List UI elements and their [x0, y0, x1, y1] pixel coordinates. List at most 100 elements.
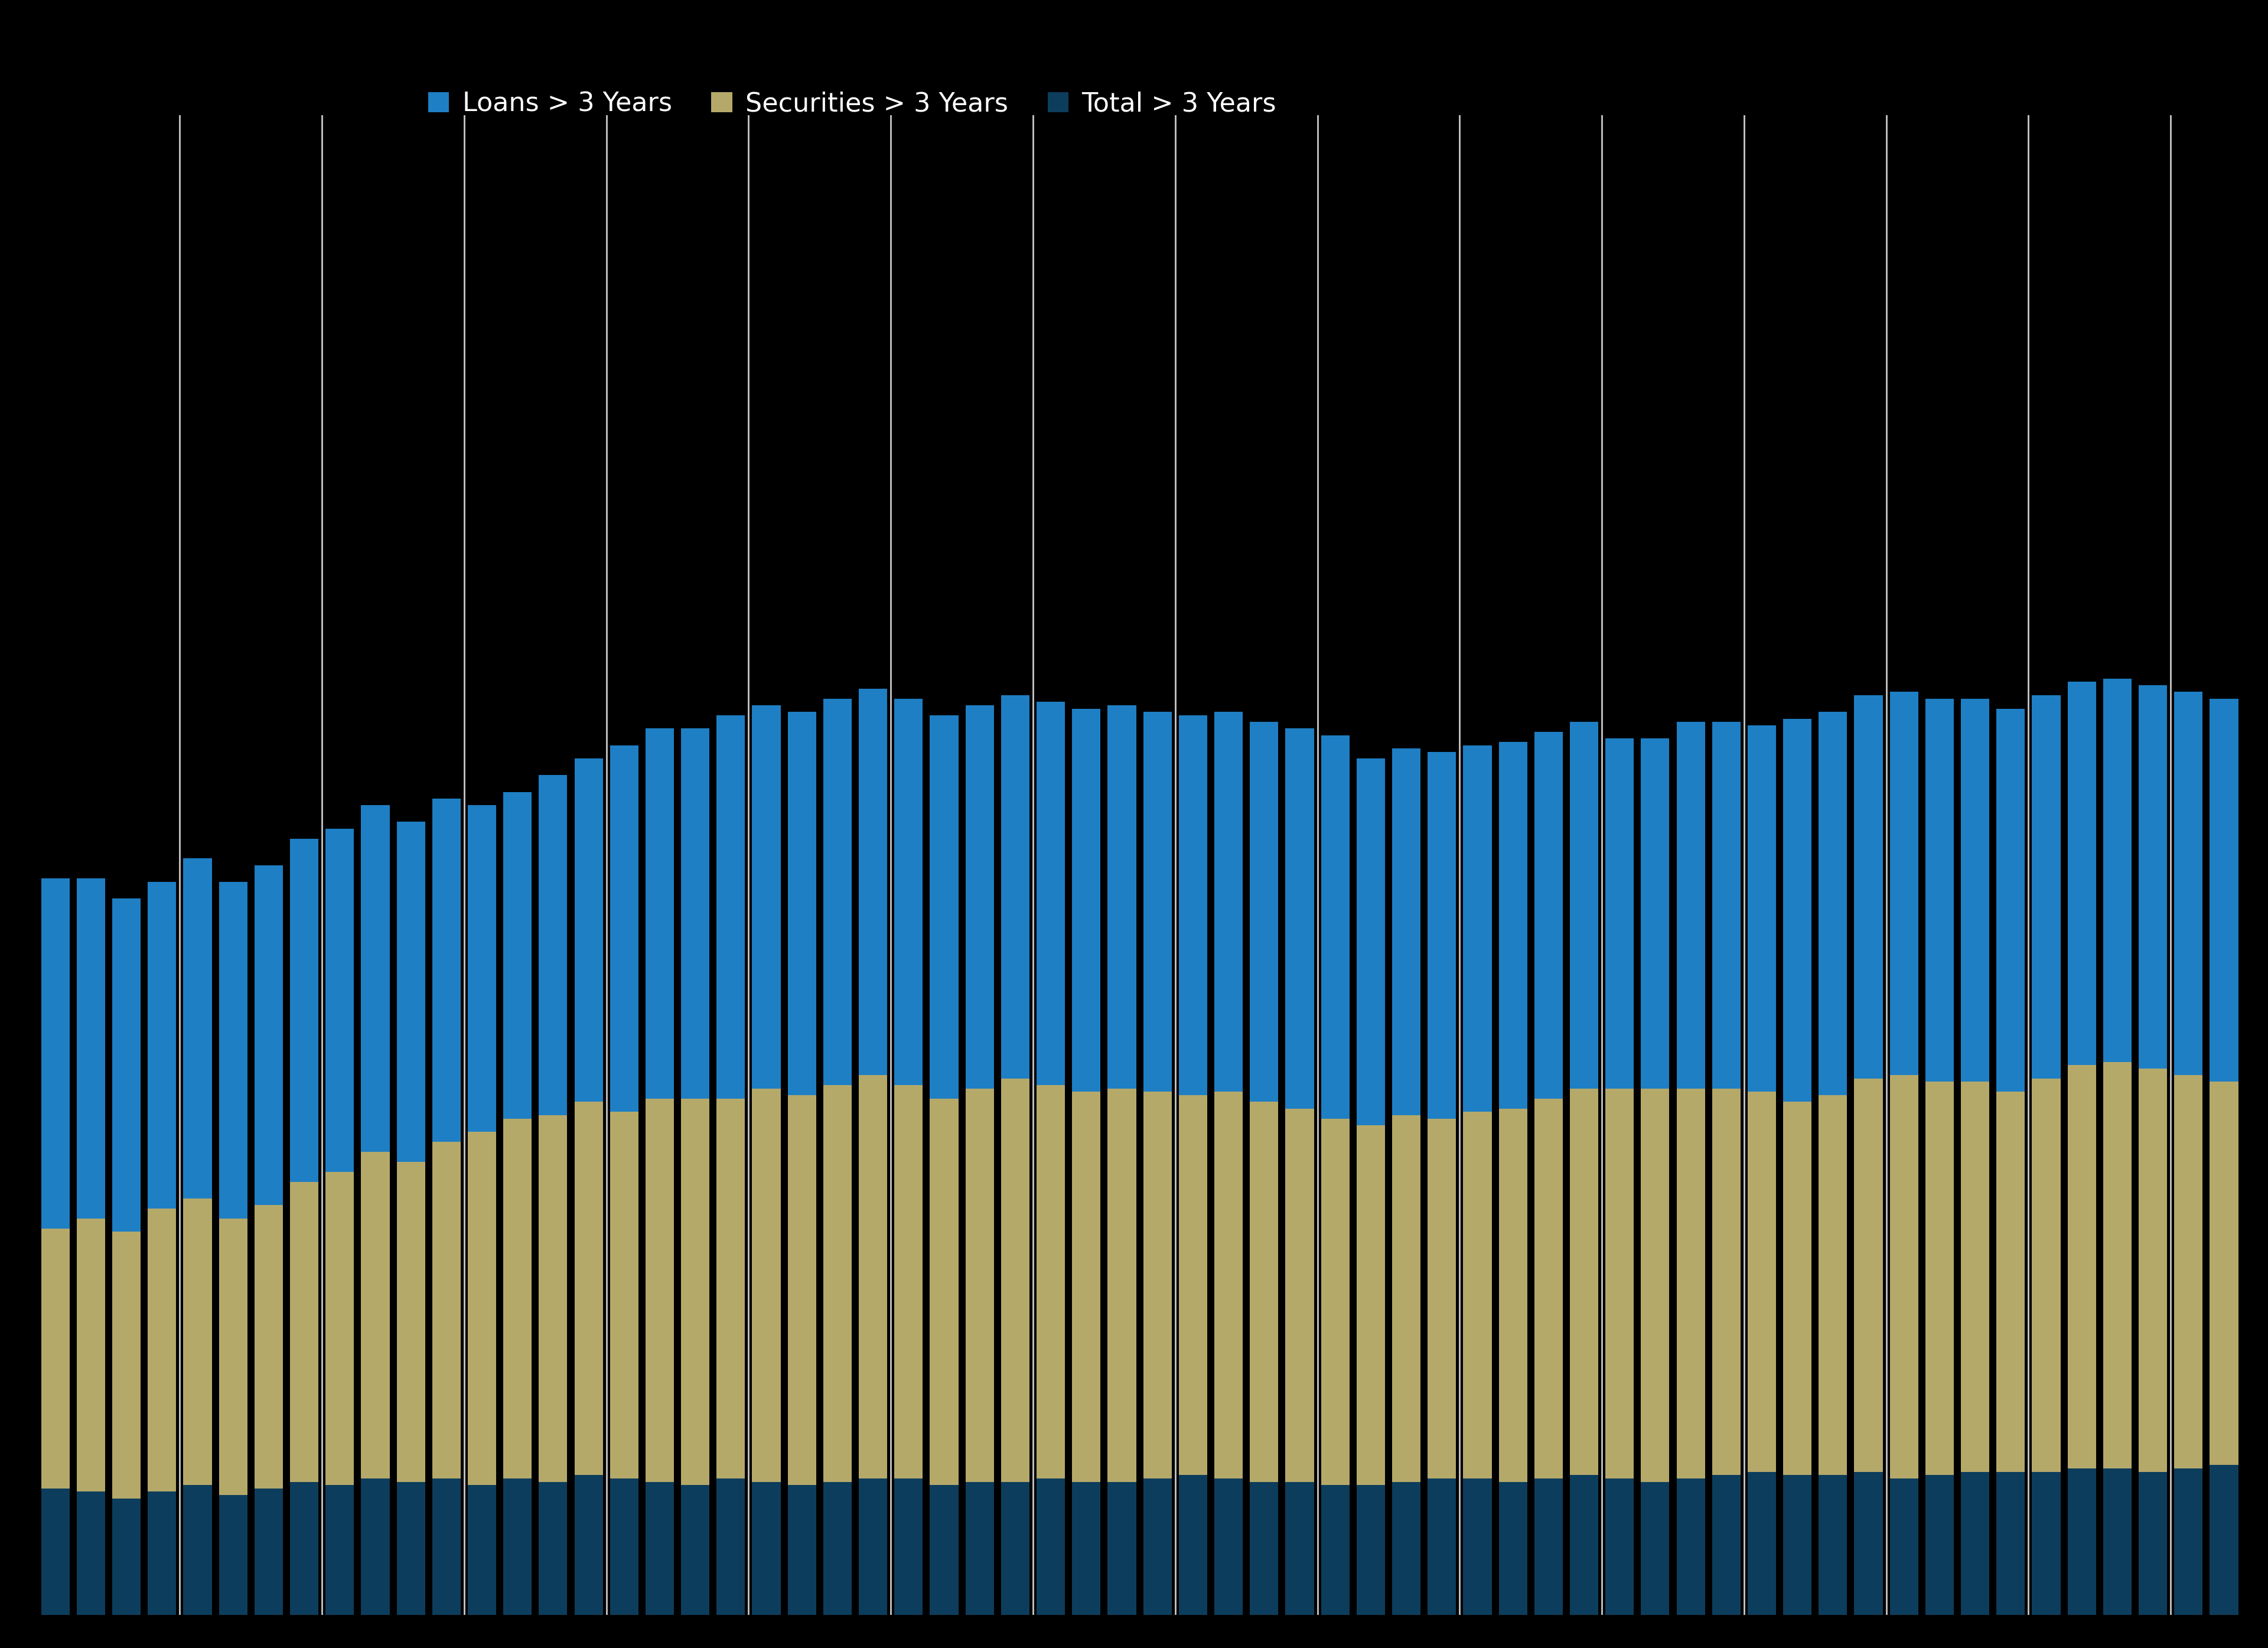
Bar — [1996, 1472, 2025, 1615]
Bar — [2175, 692, 2202, 1074]
Bar — [1676, 1478, 1706, 1615]
Bar — [1533, 1099, 1563, 1478]
Bar — [1569, 722, 1599, 1088]
Bar — [2032, 1472, 2059, 1615]
Bar — [1819, 712, 1846, 1096]
Bar — [1356, 1126, 1386, 1485]
Bar — [1569, 1475, 1599, 1615]
Bar — [966, 1482, 993, 1615]
Bar — [966, 705, 993, 1088]
Bar — [823, 699, 853, 1084]
Bar — [2102, 1468, 2132, 1615]
Bar — [1712, 1088, 1740, 1475]
Bar — [1286, 728, 1313, 1109]
Bar — [41, 1228, 70, 1488]
Bar — [610, 745, 637, 1112]
Bar — [1213, 712, 1243, 1093]
Bar — [574, 758, 603, 1103]
Bar — [2032, 695, 2059, 1078]
Bar — [2102, 1061, 2132, 1468]
Bar — [1996, 1093, 2025, 1472]
Bar — [1889, 1074, 1919, 1478]
Bar — [574, 1103, 603, 1475]
Bar — [930, 1485, 959, 1615]
Bar — [1855, 1472, 1882, 1615]
Bar — [823, 1482, 853, 1615]
Bar — [1783, 1475, 1812, 1615]
Bar — [1642, 738, 1669, 1088]
Bar — [184, 1198, 211, 1485]
Bar — [1107, 705, 1136, 1088]
Bar — [41, 878, 70, 1228]
Bar — [220, 882, 247, 1218]
Bar — [2175, 1074, 2202, 1468]
Bar — [2209, 1465, 2239, 1615]
Bar — [1819, 1475, 1846, 1615]
Bar — [1962, 699, 1989, 1081]
Bar — [1533, 1478, 1563, 1615]
Bar — [2209, 699, 2239, 1081]
Bar — [1962, 1081, 1989, 1472]
Bar — [1427, 1119, 1456, 1478]
Bar — [1320, 1119, 1349, 1485]
Bar — [1250, 1103, 1279, 1482]
Bar — [1320, 735, 1349, 1119]
Bar — [147, 1208, 177, 1491]
Bar — [503, 1119, 531, 1478]
Bar — [1926, 1081, 1953, 1475]
Bar — [1000, 1482, 1030, 1615]
Bar — [753, 1088, 780, 1482]
Bar — [77, 1491, 104, 1615]
Bar — [1393, 1116, 1420, 1482]
Bar — [860, 689, 887, 1074]
Bar — [894, 699, 923, 1084]
Bar — [1499, 1109, 1526, 1482]
Bar — [1533, 732, 1563, 1099]
Bar — [1000, 1078, 1030, 1482]
Bar — [111, 898, 141, 1231]
Bar — [2209, 1081, 2239, 1465]
Bar — [1356, 1485, 1386, 1615]
Bar — [1783, 719, 1812, 1103]
Bar — [1749, 1093, 1776, 1472]
Bar — [254, 1488, 284, 1615]
Bar — [1036, 1084, 1066, 1478]
Bar — [361, 1478, 390, 1615]
Bar — [1676, 722, 1706, 1088]
Bar — [1642, 1088, 1669, 1482]
Bar — [2139, 1472, 2168, 1615]
Bar — [1926, 699, 1953, 1081]
Bar — [1642, 1482, 1669, 1615]
Bar — [1606, 1088, 1633, 1478]
Bar — [1463, 1478, 1492, 1615]
Bar — [930, 715, 959, 1099]
Bar — [1463, 745, 1492, 1112]
Bar — [41, 1488, 70, 1615]
Bar — [1996, 709, 2025, 1093]
Bar — [147, 882, 177, 1208]
Bar — [433, 1142, 460, 1478]
Bar — [1107, 1482, 1136, 1615]
Bar — [540, 1482, 567, 1615]
Bar — [2139, 1068, 2168, 1472]
Bar — [327, 829, 354, 1172]
Bar — [966, 1088, 993, 1482]
Bar — [574, 1475, 603, 1615]
Bar — [540, 775, 567, 1116]
Bar — [860, 1074, 887, 1478]
Bar — [610, 1112, 637, 1478]
Bar — [1499, 742, 1526, 1109]
Bar — [2102, 679, 2132, 1061]
Bar — [1320, 1485, 1349, 1615]
Bar — [646, 1099, 674, 1482]
Bar — [2068, 682, 2096, 1065]
Bar — [1676, 1088, 1706, 1478]
Bar — [220, 1495, 247, 1615]
Bar — [77, 878, 104, 1218]
Bar — [184, 859, 211, 1198]
Bar — [540, 1116, 567, 1482]
Bar — [1213, 1478, 1243, 1615]
Bar — [397, 1162, 424, 1482]
Bar — [1393, 1482, 1420, 1615]
Bar — [1712, 1475, 1740, 1615]
